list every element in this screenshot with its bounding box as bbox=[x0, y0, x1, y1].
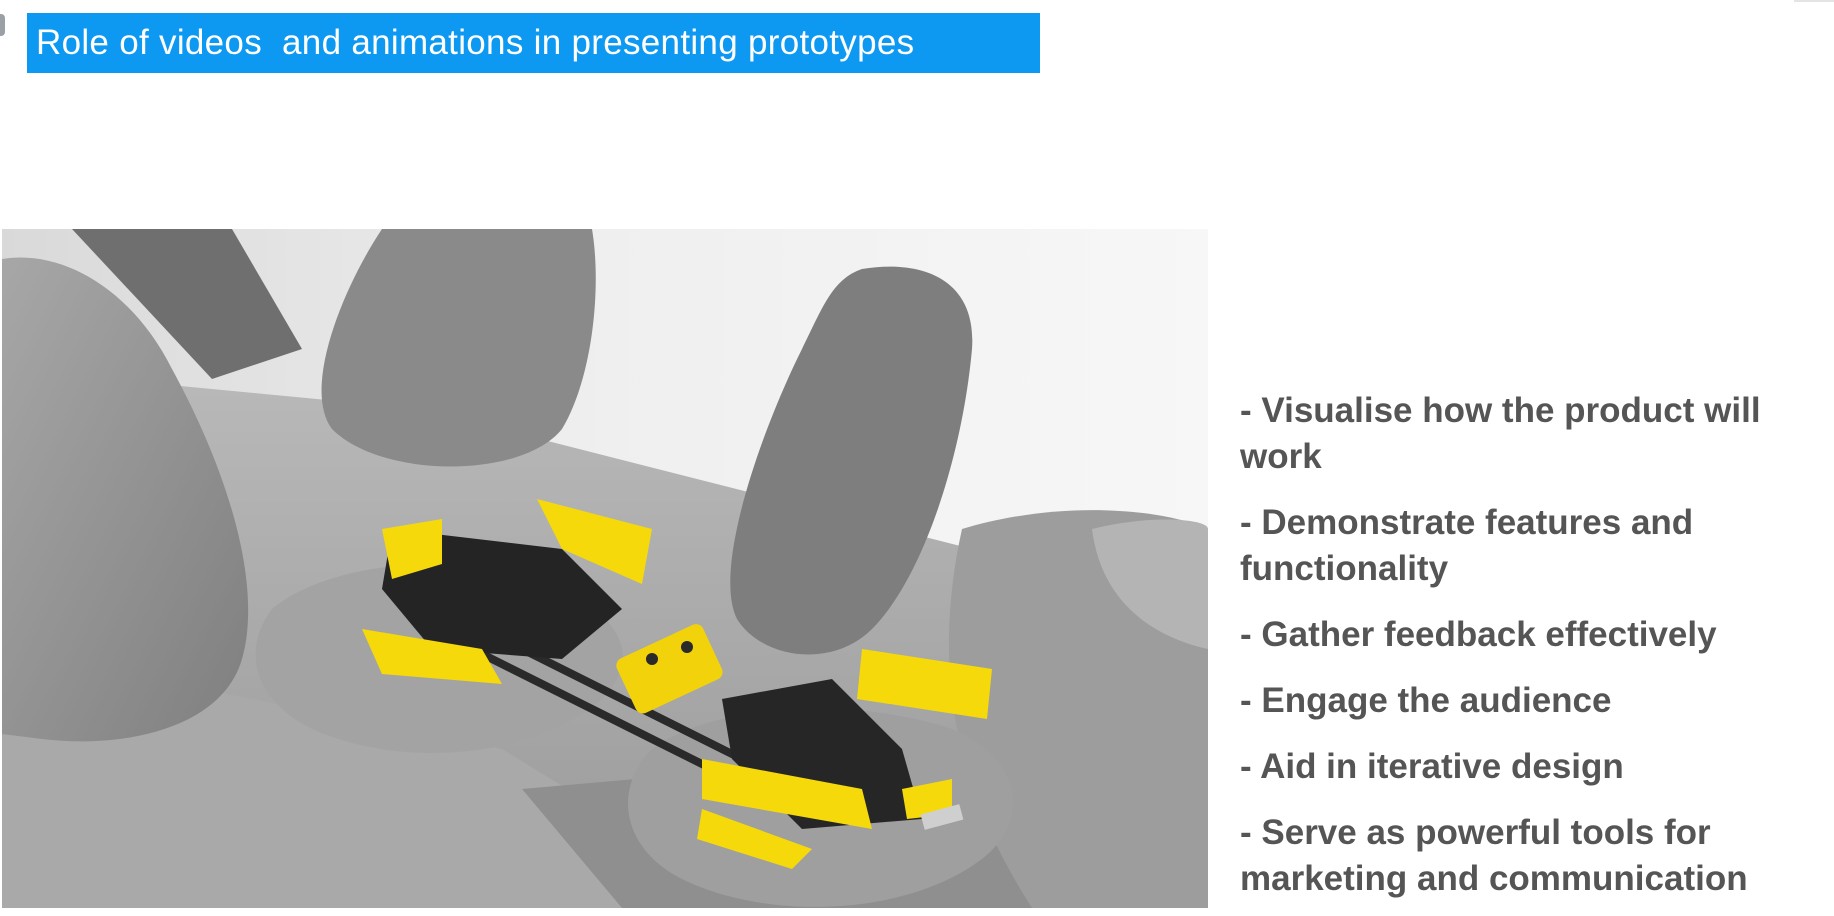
bullet-item: - Gather feedback effectively bbox=[1240, 615, 1717, 654]
title-banner: Role of videos and animations in present… bbox=[27, 13, 1040, 73]
top-rule bbox=[1794, 0, 1834, 2]
bullet-item: - Serve as powerful tools for marketing … bbox=[1240, 813, 1748, 898]
slide-title: Role of videos and animations in present… bbox=[36, 23, 915, 62]
bullet-item: - Demonstrate features and functionality bbox=[1240, 503, 1694, 588]
car-interior-render-icon bbox=[2, 229, 1208, 908]
bullet-item: - Visualise how the product will work bbox=[1240, 391, 1761, 476]
bullet-list: - Visualise how the product will work - … bbox=[1240, 388, 1820, 916]
product-render-image bbox=[2, 229, 1208, 908]
corner-tab bbox=[0, 14, 5, 36]
bullet-item: - Engage the audience bbox=[1240, 681, 1612, 720]
bullet-item: - Aid in iterative design bbox=[1240, 747, 1624, 786]
